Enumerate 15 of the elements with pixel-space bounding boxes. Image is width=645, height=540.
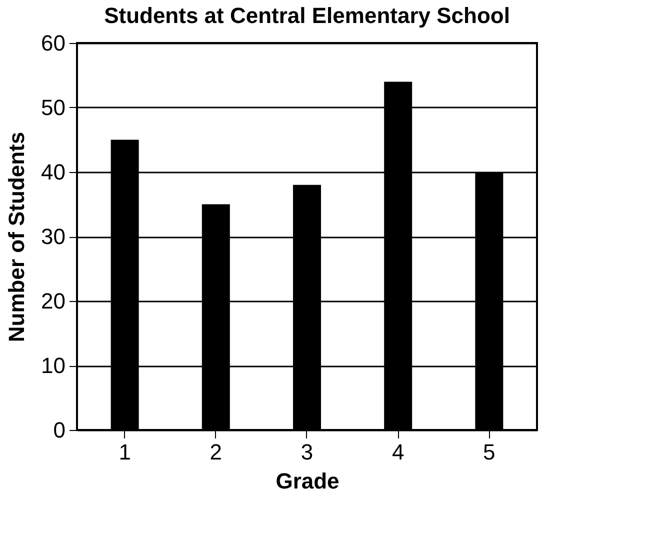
x-tick-label: 2 — [210, 440, 222, 464]
y-tick-label: 40 — [41, 160, 66, 184]
y-tick-label: 20 — [41, 288, 66, 314]
x-axis-title: Grade — [276, 468, 340, 494]
y-tick-label: 30 — [41, 224, 66, 249]
x-tick-label: 3 — [300, 440, 314, 464]
x-tick-label: 5 — [483, 440, 496, 464]
chart-title: Students at Central Elementary School — [104, 3, 510, 28]
y-tick-label: 10 — [41, 353, 66, 378]
y-tick-label: 0 — [53, 418, 66, 442]
x-tick-label: 4 — [392, 440, 404, 464]
y-tick-label: 50 — [41, 95, 66, 120]
y-tick-label: 60 — [41, 30, 66, 56]
y-axis-title: Number of Students — [4, 132, 30, 342]
x-tick-label: 1 — [118, 440, 131, 464]
